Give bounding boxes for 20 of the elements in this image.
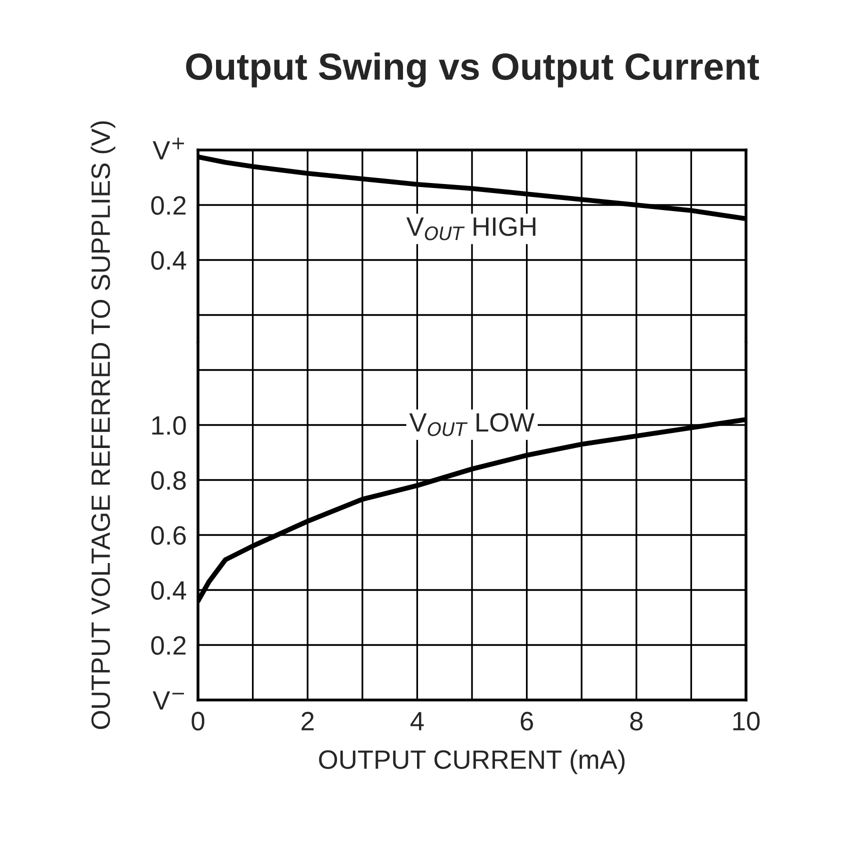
annotation: V$_{OUT}$ HIGH bbox=[406, 217, 536, 240]
y-tick-label: V$^{+}$ bbox=[152, 138, 184, 160]
y-tick-label: 0.4 bbox=[151, 251, 186, 270]
x-tick-label: 0 bbox=[192, 712, 204, 730]
x-tick-label: 6 bbox=[520, 712, 533, 730]
x-tick-label: 10 bbox=[733, 712, 760, 730]
chart-title: Output Swing vs Output Current bbox=[186, 52, 760, 88]
annotation: V$_{OUT}$ LOW bbox=[409, 413, 534, 436]
x-axis-title: OUTPUT CURRENT (mA) bbox=[319, 750, 625, 774]
y-tick-label: 0.8 bbox=[151, 471, 186, 490]
x-tick-label: 2 bbox=[302, 712, 314, 730]
y-tick-label: V$^{−}$ bbox=[152, 691, 184, 710]
y-tick-label: 0.6 bbox=[151, 526, 186, 545]
x-tick-label: 4 bbox=[410, 712, 424, 730]
y-tick-label: 0.2 bbox=[151, 196, 186, 215]
y-axis-title: OUTPUT VOLTAGE REFERRED TO SUPPLIES (V) bbox=[90, 121, 116, 730]
y-tick-label: 0.4 bbox=[151, 581, 186, 600]
y-tick-label: 1.0 bbox=[152, 416, 186, 435]
y-tick-label: 0.2 bbox=[151, 636, 186, 655]
x-tick-label: 8 bbox=[630, 712, 643, 730]
